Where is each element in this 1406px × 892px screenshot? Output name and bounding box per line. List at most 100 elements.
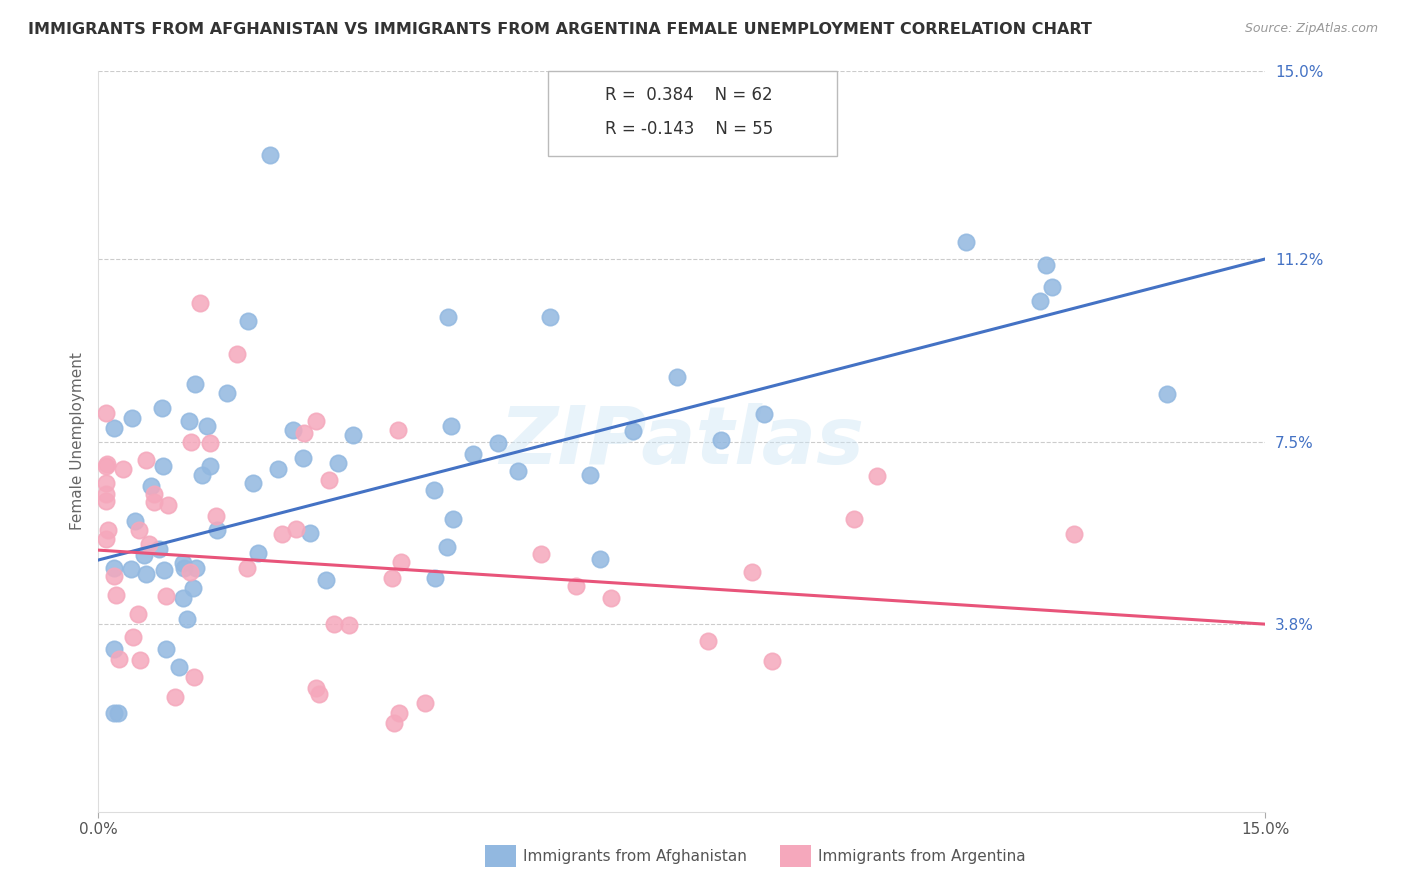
Point <box>96 457 118 471</box>
Point <box>172 591 194 605</box>
Point <box>121 411 143 425</box>
Point <box>96 494 118 508</box>
Point <box>148 542 170 557</box>
Point <box>128 653 150 667</box>
Point <box>530 547 553 561</box>
Point <box>121 630 143 644</box>
Point <box>96 476 118 491</box>
Point <box>97 523 120 537</box>
Point <box>124 514 146 528</box>
Point <box>387 423 409 437</box>
Point <box>204 509 226 524</box>
Point <box>173 561 195 575</box>
Point <box>181 581 204 595</box>
Point <box>284 522 307 536</box>
Point <box>167 659 190 673</box>
Point <box>198 435 221 450</box>
Point <box>955 235 977 250</box>
Point <box>105 588 128 602</box>
Y-axis label: Female Unemployment: Female Unemployment <box>69 352 84 531</box>
Text: ZIPatlas: ZIPatlas <box>499 402 865 481</box>
Point <box>1035 258 1057 272</box>
Point <box>413 696 436 710</box>
Point <box>600 591 623 606</box>
Point <box>589 551 612 566</box>
Point <box>96 459 118 474</box>
Point <box>463 447 485 461</box>
Point <box>238 313 260 327</box>
Point <box>305 414 328 428</box>
Text: Immigrants from Afghanistan: Immigrants from Afghanistan <box>523 849 747 863</box>
Point <box>292 451 315 466</box>
Point <box>246 546 269 560</box>
Text: Immigrants from Argentina: Immigrants from Argentina <box>818 849 1026 863</box>
Point <box>565 579 588 593</box>
Text: IMMIGRANTS FROM AFGHANISTAN VS IMMIGRANTS FROM ARGENTINA FEMALE UNEMPLOYMENT COR: IMMIGRANTS FROM AFGHANISTAN VS IMMIGRANT… <box>28 22 1092 37</box>
Point <box>155 589 177 603</box>
Point <box>423 483 446 498</box>
Point <box>328 456 350 470</box>
Point <box>1156 387 1178 401</box>
Point <box>508 464 530 478</box>
Point <box>152 563 174 577</box>
Point <box>440 418 463 433</box>
Point <box>120 562 142 576</box>
Point <box>578 468 600 483</box>
Point <box>143 487 166 501</box>
Point <box>191 468 214 483</box>
Point <box>236 560 259 574</box>
Point <box>710 433 733 447</box>
Point <box>741 565 763 579</box>
Point <box>318 473 340 487</box>
Point <box>381 571 404 585</box>
Text: R = -0.143    N = 55: R = -0.143 N = 55 <box>605 120 773 138</box>
Point <box>127 607 149 621</box>
Point <box>621 424 644 438</box>
Point <box>389 555 412 569</box>
Point <box>107 651 129 665</box>
Point <box>436 540 458 554</box>
Point <box>281 424 304 438</box>
Point <box>267 462 290 476</box>
Point <box>103 569 125 583</box>
Point <box>107 706 129 720</box>
Point <box>103 560 125 574</box>
Point <box>184 376 207 391</box>
Point <box>184 560 207 574</box>
Point <box>305 681 328 696</box>
Point <box>128 523 150 537</box>
Point <box>143 495 166 509</box>
Point <box>752 407 775 421</box>
Point <box>179 566 201 580</box>
Point <box>198 458 221 473</box>
Point <box>486 436 509 450</box>
Point <box>423 571 446 585</box>
Point <box>207 524 229 538</box>
Point <box>96 406 118 420</box>
Point <box>323 617 346 632</box>
Text: Source: ZipAtlas.com: Source: ZipAtlas.com <box>1244 22 1378 36</box>
Point <box>308 687 330 701</box>
Point <box>299 525 322 540</box>
Point <box>135 567 157 582</box>
Point <box>337 618 360 632</box>
Point <box>156 498 179 512</box>
Point <box>112 462 135 476</box>
Point <box>761 654 783 668</box>
Point <box>103 421 125 435</box>
Point <box>96 532 118 546</box>
Point <box>141 479 163 493</box>
Point <box>188 296 211 310</box>
Point <box>215 386 238 401</box>
Point <box>271 527 294 541</box>
Point <box>96 487 118 501</box>
Point <box>697 633 720 648</box>
Point <box>179 414 201 428</box>
Point <box>441 512 464 526</box>
Point <box>436 310 458 325</box>
Point <box>138 537 160 551</box>
Point <box>183 670 205 684</box>
Point <box>132 548 155 562</box>
Point <box>538 310 561 324</box>
Point <box>388 706 411 720</box>
